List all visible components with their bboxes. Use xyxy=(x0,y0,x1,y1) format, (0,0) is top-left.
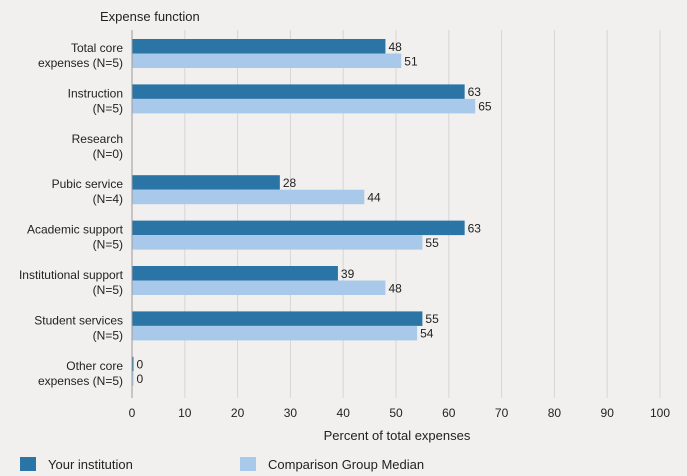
category-label: Other core expenses (N=5) xyxy=(38,359,123,388)
bar-institution xyxy=(132,311,423,326)
bar-institution xyxy=(132,220,465,236)
value-label: 63 xyxy=(468,221,482,235)
value-label: 44 xyxy=(367,190,381,204)
value-label: 39 xyxy=(341,267,355,281)
x-tick-label: 90 xyxy=(601,406,615,420)
category-label: Pubic service (N=4) xyxy=(52,177,124,206)
x-tick-label: 70 xyxy=(495,406,509,420)
bar-comparison xyxy=(132,325,418,341)
category-label: Student services (N=5) xyxy=(34,313,123,342)
bar-comparison xyxy=(132,371,134,386)
value-label: 55 xyxy=(425,312,439,326)
value-label: 28 xyxy=(283,176,297,190)
legend-swatch xyxy=(20,457,36,471)
category-label: Institutional support (N=5) xyxy=(19,268,124,297)
bar-comparison xyxy=(132,53,402,68)
bars xyxy=(132,39,476,386)
category-label: Research (N=0) xyxy=(72,132,123,161)
value-label: 51 xyxy=(404,54,418,68)
value-label: 0 xyxy=(137,358,144,372)
bar-institution xyxy=(132,175,280,190)
category-label: Total core expenses (N=5) xyxy=(38,41,123,70)
bar-comparison xyxy=(132,98,476,114)
x-axis-title: Percent of total expenses xyxy=(324,428,471,443)
legend-label: Comparison Group Median xyxy=(268,457,424,472)
value-label: 54 xyxy=(420,327,434,341)
bar-comparison xyxy=(132,189,365,205)
bar-comparison xyxy=(132,280,386,295)
bar-institution xyxy=(132,356,134,372)
category-labels: Total core expenses (N=5) Instruction (N=5)… xyxy=(19,41,124,388)
x-tick-label: 60 xyxy=(442,406,456,420)
legend-label: Your institution xyxy=(48,457,133,472)
x-tick-label: 100 xyxy=(650,406,670,420)
legend-swatch xyxy=(240,457,256,471)
x-tick-label: 80 xyxy=(548,406,562,420)
bar-institution xyxy=(132,84,465,99)
value-label: 63 xyxy=(468,85,482,99)
category-label: Instruction (N=5) xyxy=(68,86,123,115)
value-label: 48 xyxy=(388,281,402,295)
x-tick-label: 40 xyxy=(337,406,351,420)
legend: Your institution Comparison Group Median xyxy=(20,457,424,472)
x-tick-label: 0 xyxy=(129,406,136,420)
x-tick-label: 20 xyxy=(231,406,245,420)
value-label: 0 xyxy=(137,372,144,386)
bar-institution xyxy=(132,266,338,281)
x-tick-labels: 0 10 20 30 40 50 60 70 80 90 100 xyxy=(129,406,671,420)
value-label: 55 xyxy=(425,236,439,250)
x-tick-label: 10 xyxy=(178,406,192,420)
x-tick-label: 50 xyxy=(389,406,403,420)
value-label: 65 xyxy=(478,100,492,114)
bar-comparison xyxy=(132,235,423,250)
category-label: Academic support (N=5) xyxy=(27,223,124,252)
category-heading: Expense function xyxy=(100,9,200,24)
value-label: 48 xyxy=(388,40,402,54)
bar-institution xyxy=(132,39,386,54)
x-tick-label: 30 xyxy=(284,406,298,420)
